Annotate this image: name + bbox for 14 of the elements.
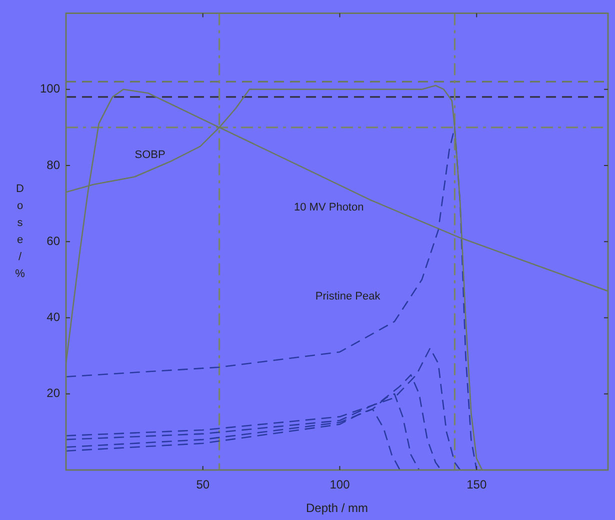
annotation: Pristine Peak [315, 290, 381, 302]
y-tick-label: 40 [46, 310, 60, 324]
x-tick-label: 100 [330, 478, 350, 492]
annotation: 10 MV Photon [294, 201, 364, 214]
y-tick-label: 20 [46, 386, 60, 400]
x-axis-title: Depth / mm [306, 501, 368, 516]
line-series [66, 348, 461, 470]
x-tick-label: 50 [196, 478, 210, 492]
y-tick-label: 60 [46, 234, 60, 248]
x-tick-label: 150 [466, 478, 487, 492]
annotation: SOBP [134, 148, 166, 161]
y-axis-title: Dose / % [15, 183, 26, 280]
y-tick-label: 100 [40, 82, 60, 96]
y-tick-label: 80 [46, 158, 60, 172]
